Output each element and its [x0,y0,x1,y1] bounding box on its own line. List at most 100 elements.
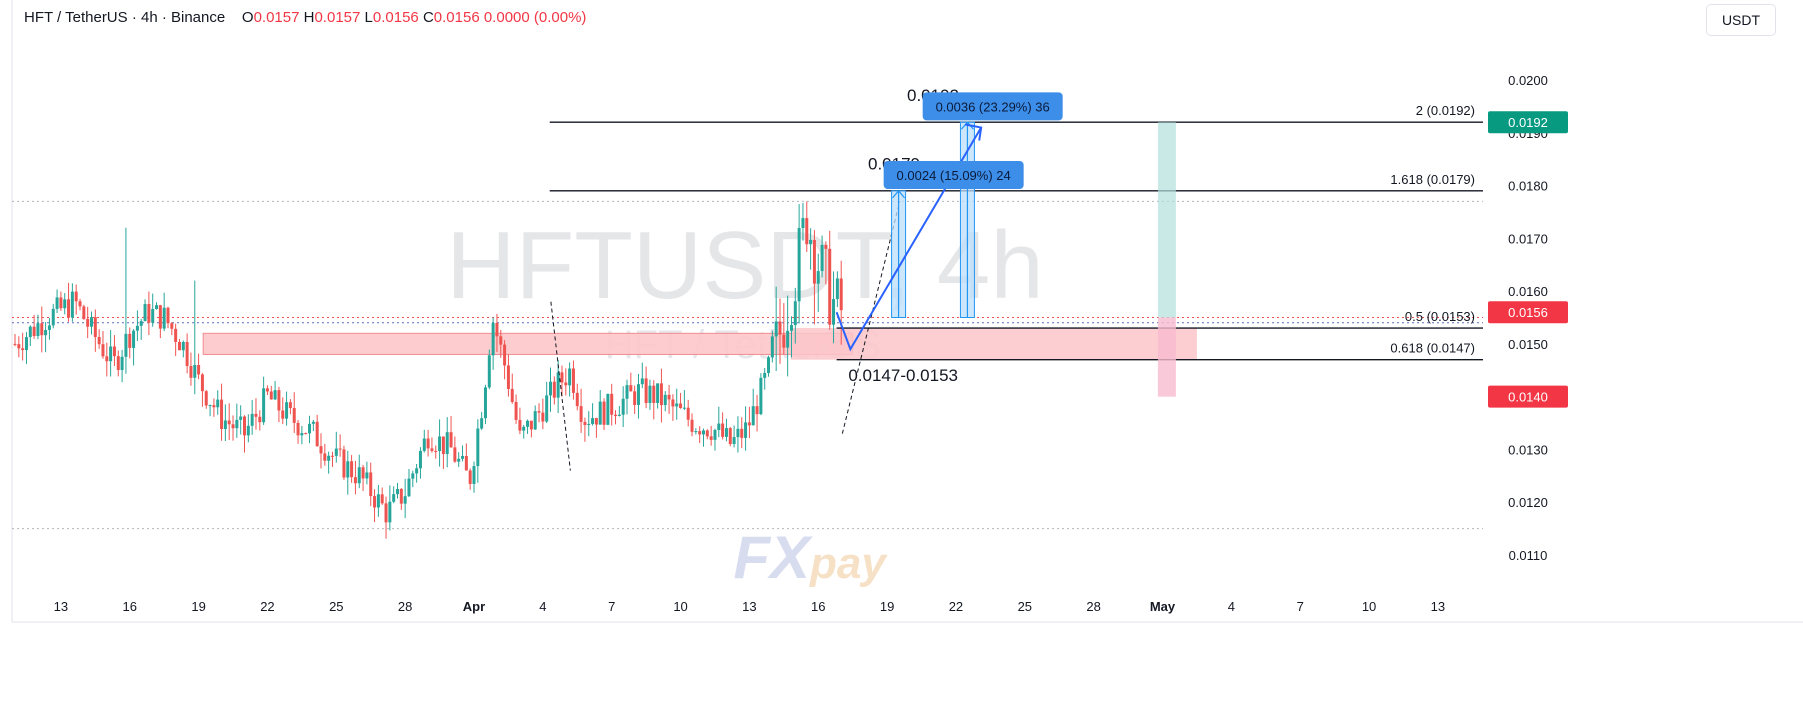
fib-level-label: 0.5 (0.0153) [1405,309,1475,324]
candle-down [128,333,132,348]
candle-up [24,337,28,351]
candle-up [216,399,220,408]
candle-up [139,321,143,326]
candle-up [483,387,487,419]
candle-up [702,430,705,435]
candle-down [342,449,346,478]
candle-up [445,432,449,455]
candle-up [759,377,763,415]
candle-up [591,418,595,424]
price-axis-tick: 0.0110 [1509,548,1548,563]
price-axis-tick: 0.0130 [1508,442,1548,457]
time-axis-tick: 25 [1018,599,1032,614]
measure-label-text: 0.0036 (23.29%) 36 [936,99,1050,114]
candle-up [648,385,652,403]
candle-down [698,431,702,435]
candle-up [617,414,621,416]
candle-down [116,356,120,371]
price-annotation: 0.0147-0.0153 [848,366,958,385]
candle-up [285,402,289,419]
position-profit-zone [1157,122,1176,318]
currency-unit-button[interactable]: USDT [1706,4,1776,36]
candle-down [679,403,683,409]
candle-up [51,308,55,326]
candle-down [101,344,105,357]
fib-level-label: 2 (0.0192) [1416,103,1475,118]
price-axis-tick: 0.0170 [1508,231,1548,246]
candle-down [185,341,189,366]
candle-down [514,401,518,420]
watermark-logo-fx: FX [733,524,814,591]
swing-dashed-line [550,301,571,471]
candle-down [227,420,231,425]
candle-down [633,391,637,405]
candle-up [143,304,147,322]
candle-up [472,466,476,484]
candle-down [602,401,606,425]
candle-down [468,470,472,484]
candle-up [717,423,721,431]
candle-down [338,448,342,450]
candle-up [36,323,40,337]
candle-down [839,278,843,311]
candle-down [231,424,235,429]
candle-up [606,393,610,425]
candle-down [824,244,828,249]
support-zone [790,328,1197,360]
candle-up [162,307,166,329]
candle-up [334,448,338,456]
candle-up [239,416,243,420]
candle-up [640,378,644,385]
candle-up [801,218,805,229]
candle-down [579,406,583,422]
candle-down [212,405,216,408]
candle-down [755,406,759,415]
price-axis-tick: 0.0160 [1508,284,1548,299]
candle-down [495,323,499,337]
candle-up [392,494,396,502]
high-value: 0.0157 [314,9,361,26]
candle-up [109,346,113,362]
candle-up [487,355,491,388]
candle-up [587,423,591,425]
candle-down [652,385,656,403]
candle-down [170,323,174,329]
candle-up [124,333,128,357]
candle-down [690,419,694,432]
candle-down [166,307,170,324]
candle-down [614,414,618,416]
candle-up [786,330,790,348]
candle-up [155,305,159,309]
time-axis-tick: 22 [260,599,274,614]
candle-down [197,364,201,375]
candle-down [571,368,575,393]
candle-down [441,436,445,455]
open-value: 0.0157 [253,9,300,26]
candle-down [86,318,90,327]
candle-down [464,455,468,471]
time-axis-tick: 7 [608,599,615,614]
candle-up [246,425,250,436]
position-loss-zone [1157,317,1176,397]
candle-up [135,325,139,331]
candle-up [208,405,212,407]
candle-up [308,423,312,434]
candle-down [449,432,453,448]
candle-down [265,388,269,392]
candle-up [132,330,136,348]
candle-down [204,391,208,406]
candle-up [522,426,526,431]
fib-level-label: 0.618 (0.0147) [1390,341,1475,356]
candle-up [250,413,254,426]
time-axis-tick: May [1150,599,1176,614]
time-axis-tick: Apr [463,599,485,614]
candle-up [311,421,315,424]
time-axis-tick: 13 [54,599,68,614]
candle-down [728,428,732,445]
candle-down [659,383,663,406]
candle-up [816,271,820,284]
time-axis-tick: 25 [329,599,343,614]
low-value: 0.0156 [372,9,419,26]
price-axis-tick: 0.0200 [1508,73,1548,88]
